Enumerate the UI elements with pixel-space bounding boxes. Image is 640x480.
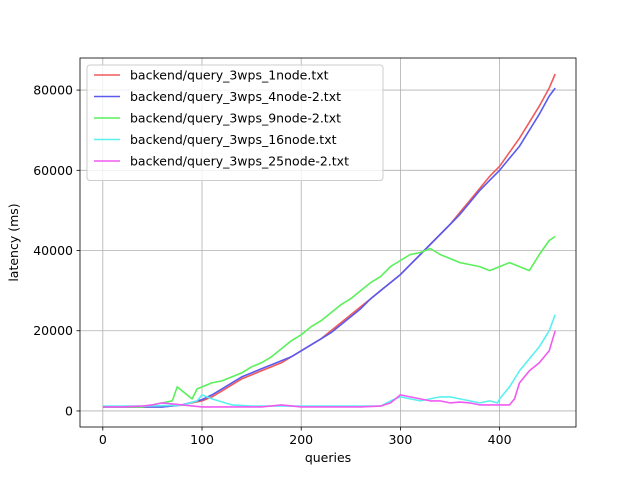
series-line-3 bbox=[102, 235, 556, 408]
series-line-5 bbox=[102, 330, 556, 408]
y-tick-label: 40000 bbox=[33, 243, 73, 258]
series-line-2 bbox=[102, 87, 556, 408]
series-line-4 bbox=[102, 314, 556, 407]
x-tick-label: 300 bbox=[388, 432, 412, 447]
x-tick-label: 400 bbox=[488, 432, 512, 447]
y-tick-label: 80000 bbox=[33, 83, 73, 98]
legend-entry-label: backend/query_3wps_4node-2.txt bbox=[130, 89, 341, 104]
y-tick-label: 60000 bbox=[33, 163, 73, 178]
series-lines bbox=[102, 73, 556, 408]
x-tick-label: 200 bbox=[289, 432, 313, 447]
legend-entry-label: backend/query_3wps_25node-2.txt bbox=[130, 154, 349, 169]
plot-frame bbox=[79, 57, 577, 428]
legend-entry-label: backend/query_3wps_1node.txt bbox=[130, 68, 329, 83]
y-tick-label: 20000 bbox=[33, 323, 73, 338]
y-tick-label: 0 bbox=[65, 403, 73, 418]
legend-box bbox=[86, 64, 384, 181]
y-axis-label: latency (ms) bbox=[6, 203, 21, 281]
x-tick-label: 100 bbox=[190, 432, 214, 447]
legend: backend/query_3wps_1node.txt backend/quer… bbox=[86, 64, 384, 181]
x-tick-label: 0 bbox=[99, 432, 107, 447]
axis-ticks: 0 100 200 300 400 0 20000 40000 60000 80000 bbox=[33, 83, 511, 447]
legend-entry-label: backend/query_3wps_16node.txt bbox=[130, 132, 337, 147]
legend-entry-label: backend/query_3wps_9node-2.txt bbox=[130, 111, 341, 126]
x-axis-label: queries bbox=[305, 450, 351, 465]
series-line-1 bbox=[102, 73, 556, 408]
